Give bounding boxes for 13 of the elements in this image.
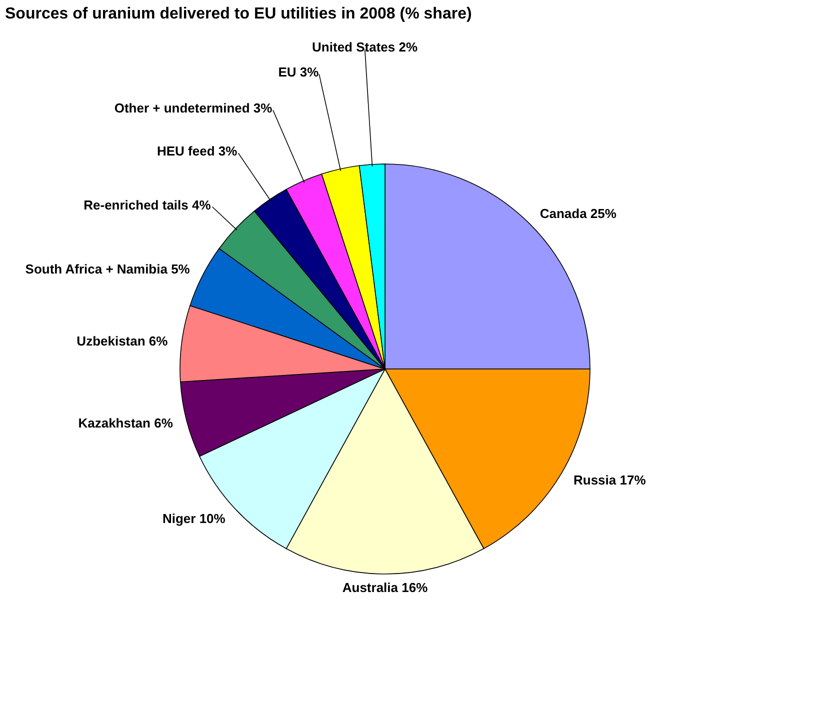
slice-label: Kazakhstan 6%	[78, 415, 174, 430]
slice-label: Re-enriched tails 4%	[84, 197, 212, 212]
slice-label: Niger 10%	[162, 510, 226, 526]
chart-title: Sources of uranium delivered to EU utilities in 2008 (% share)	[5, 6, 472, 23]
slice-label: Uzbekistan 6%	[76, 334, 168, 349]
slice-label: United States 2%	[312, 40, 418, 55]
slice-label: Other + undetermined 3%	[114, 100, 273, 116]
slice-label: Canada 25%	[540, 206, 617, 222]
slice-label: HEU feed 3%	[156, 143, 238, 158]
slice-label: EU 3%	[278, 64, 320, 80]
slice-label: Australia 16%	[342, 580, 428, 595]
slice-label: South Africa + Namibia 5%	[25, 262, 190, 277]
slice-label: Russia 17%	[574, 472, 646, 488]
